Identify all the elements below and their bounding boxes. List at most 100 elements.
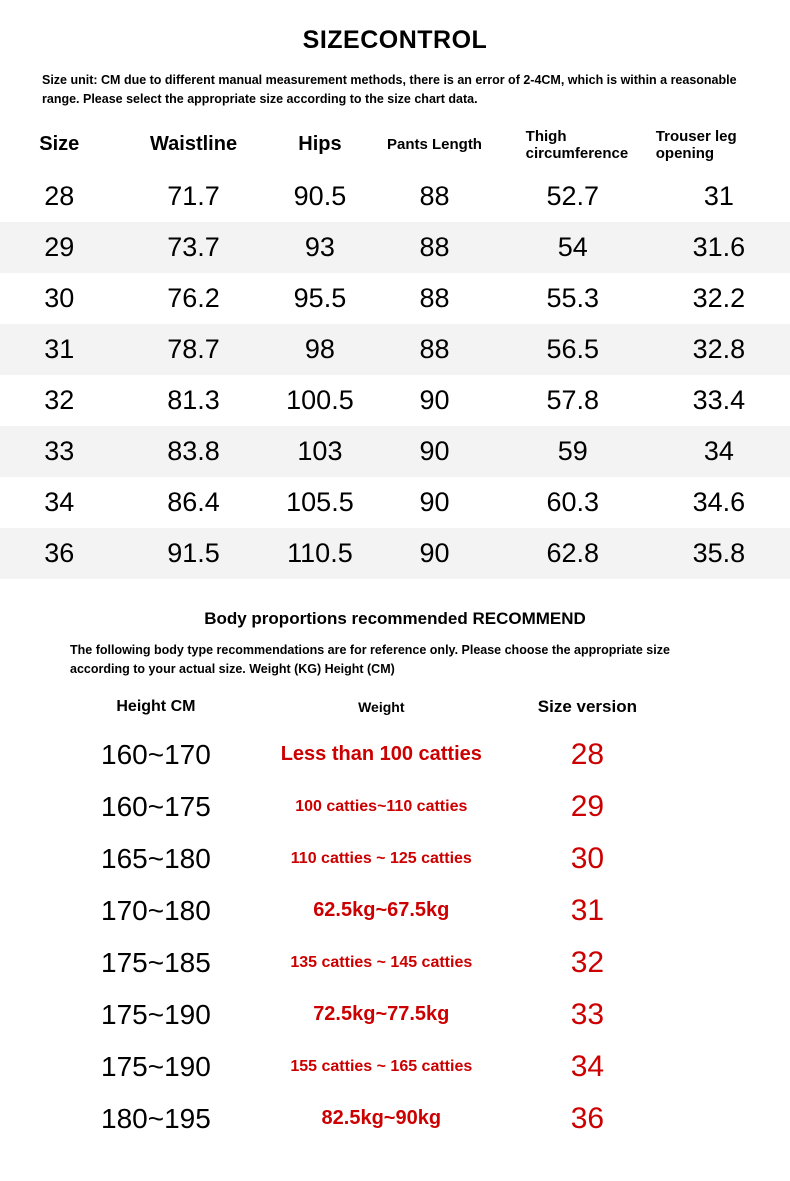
height-range-cell: 165~180 (101, 842, 211, 874)
size-table-cell: 34 (44, 487, 75, 517)
height-range-cell: 160~175 (101, 790, 211, 822)
weight-range-cell: 62.5kg~67.5kg (313, 899, 450, 921)
size-version-cell: 29 (570, 789, 605, 823)
size-table-cell: 28 (44, 181, 75, 211)
size-table-row: 31 78.7 98 88 56.5 32.8 (0, 324, 790, 375)
size-table-cell: 90 (419, 385, 450, 415)
header-waistline: Waistline (150, 133, 238, 156)
height-range-cell: 160~170 (101, 738, 211, 770)
recommend-table-row: 175~190 72.5kg~77.5kg 33 (40, 989, 684, 1041)
weight-range-cell: 100 catties~110 catties (295, 797, 468, 815)
size-table-cell: 71.7 (167, 181, 220, 211)
size-table-cell: 56.5 (546, 334, 599, 364)
size-table-row: 29 73.7 93 88 54 31.6 (0, 222, 790, 273)
size-table-cell: 91.5 (167, 538, 220, 568)
header-weight: Weight (358, 698, 405, 715)
height-range-cell: 170~180 (101, 894, 211, 926)
size-table-cell: 33 (44, 436, 75, 466)
size-table-cell: 57.8 (546, 385, 599, 415)
size-version-cell: 36 (570, 1101, 605, 1135)
recommend-table: Height CM Weight Size version 160~170 Les… (40, 685, 684, 1145)
size-table-cell: 31 (44, 334, 75, 364)
size-table-cell: 32.2 (692, 283, 746, 313)
size-table-cell: 90 (419, 538, 450, 568)
size-table-cell: 36 (44, 538, 75, 568)
size-table-cell: 98 (304, 334, 335, 364)
size-table-cell: 31 (703, 181, 734, 211)
size-table-cell: 100.5 (286, 385, 354, 415)
header-height-cm: Height CM (116, 697, 196, 715)
size-table-cell: 54 (557, 232, 588, 262)
height-range-cell: 175~185 (101, 946, 211, 978)
size-table-cell: 86.4 (167, 487, 220, 517)
size-table-cell: 73.7 (167, 232, 220, 262)
size-table-row: 28 71.7 90.5 88 52.7 31 (0, 171, 790, 222)
recommend-table-row: 160~170 Less than 100 catties 28 (40, 729, 684, 781)
size-table-cell: 59 (557, 436, 588, 466)
weight-range-cell: Less than 100 catties (280, 743, 482, 765)
recommend-table-row: 160~175 100 catties~110 catties 29 (40, 781, 684, 833)
size-table-cell: 34.6 (692, 487, 746, 517)
size-version-cell: 28 (570, 737, 605, 771)
size-table-cell: 90 (419, 487, 450, 517)
size-table-row: 34 86.4 105.5 90 60.3 34.6 (0, 477, 790, 528)
weight-range-cell: 110 catties ~ 125 catties (290, 849, 472, 867)
size-table-body: 28 71.7 90.5 88 52.7 31 29 73.7 93 88 54 31.6 30 76.2… (0, 171, 790, 579)
size-table-row: 33 83.8 103 90 59 34 (0, 426, 790, 477)
size-table-row: 32 81.3 100.5 90 57.8 33.4 (0, 375, 790, 426)
weight-range-cell: 155 catties ~ 165 catties (290, 1057, 473, 1075)
size-unit-note: Size unit: CM due to different manual me… (42, 73, 737, 106)
size-table-cell: 88 (419, 232, 450, 262)
size-table-cell: 32 (44, 385, 75, 415)
size-table-cell: 29 (44, 232, 75, 262)
size-table-row: 36 91.5 110.5 90 62.8 35.8 (0, 528, 790, 579)
header-size-version: Size version (537, 696, 637, 716)
size-table-cell: 93 (304, 232, 335, 262)
weight-range-cell: 72.5kg~77.5kg (313, 1003, 450, 1025)
recommend-table-row: 175~185 135 catties ~ 145 catties 32 (40, 937, 684, 989)
header-thigh-circumference: Thigh circumference (525, 127, 629, 162)
size-version-cell: 32 (570, 945, 605, 979)
size-table-cell: 88 (419, 334, 450, 364)
size-table-cell: 32.8 (692, 334, 746, 364)
size-table: Size Waistline Hips Pants Length Thigh c… (0, 119, 790, 579)
page-title: SIZECONTROL (302, 26, 488, 54)
size-table-cell: 88 (419, 283, 450, 313)
recommend-table-row: 175~190 155 catties ~ 165 catties 34 (40, 1041, 684, 1093)
size-table-cell: 76.2 (167, 283, 220, 313)
recommend-table-body: 160~170 Less than 100 catties 28 160~175 100… (40, 729, 684, 1145)
header-trouser-leg-opening: Trouser leg opening (655, 127, 737, 162)
size-table-cell: 90 (419, 436, 450, 466)
recommend-note: The following body type recommendations … (70, 643, 670, 676)
size-table-cell: 31.6 (692, 232, 746, 262)
height-range-cell: 180~195 (101, 1102, 211, 1134)
size-table-cell: 78.7 (167, 334, 220, 364)
size-table-cell: 95.5 (293, 283, 347, 313)
size-table-cell: 81.3 (167, 385, 220, 415)
recommend-table-row: 165~180 110 catties ~ 125 catties 30 (40, 833, 684, 885)
size-table-cell: 34 (703, 436, 734, 466)
height-range-cell: 175~190 (101, 998, 211, 1030)
size-table-header-row: Size Waistline Hips Pants Length Thigh c… (0, 119, 790, 172)
size-table-cell: 90.5 (293, 181, 347, 211)
recommend-table-row: 170~180 62.5kg~67.5kg 31 (40, 885, 684, 937)
size-table-cell: 60.3 (546, 487, 599, 517)
header-hips: Hips (298, 133, 342, 156)
recommend-table-row: 180~195 82.5kg~90kg 36 (40, 1093, 684, 1145)
size-table-cell: 88 (419, 181, 450, 211)
size-table-cell: 33.4 (692, 385, 746, 415)
weight-range-cell: 135 catties ~ 145 catties (290, 953, 473, 971)
size-table-cell: 62.8 (546, 538, 599, 568)
size-table-cell: 55.3 (546, 283, 599, 313)
size-table-cell: 103 (297, 436, 343, 466)
size-version-cell: 31 (570, 893, 605, 927)
recommend-title: Body proportions recommended RECOMMEND (204, 609, 586, 628)
size-table-cell: 35.8 (692, 538, 746, 568)
header-size: Size (39, 133, 80, 156)
size-version-cell: 33 (570, 997, 605, 1031)
size-version-cell: 30 (570, 841, 605, 875)
weight-range-cell: 82.5kg~90kg (321, 1107, 442, 1129)
recommend-table-header-row: Height CM Weight Size version (40, 685, 684, 729)
size-table-row: 30 76.2 95.5 88 55.3 32.2 (0, 273, 790, 324)
